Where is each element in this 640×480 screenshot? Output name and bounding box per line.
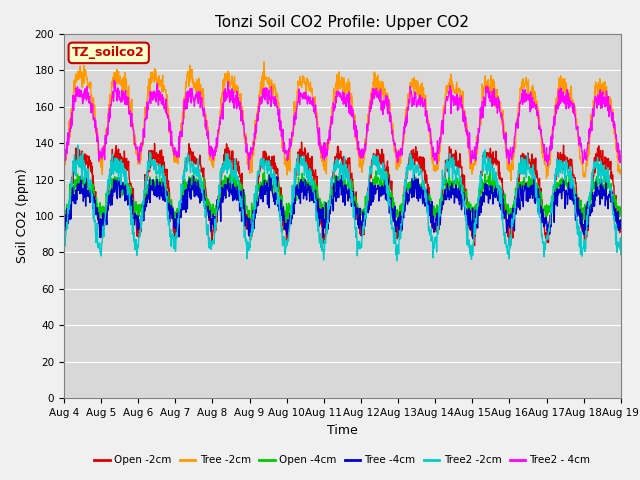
Tree2 -2cm xyxy=(171,243,179,249)
Legend: Open -2cm, Tree -2cm, Open -4cm, Tree -4cm, Tree2 -2cm, Tree2 - 4cm: Open -2cm, Tree -2cm, Open -4cm, Tree -4… xyxy=(90,451,595,469)
Tree -2cm xyxy=(260,59,268,65)
Open -4cm xyxy=(552,189,559,194)
Open -2cm xyxy=(246,234,254,240)
Open -2cm xyxy=(581,245,589,251)
Open -2cm xyxy=(170,236,178,242)
Tree2 - 4cm xyxy=(244,167,252,172)
Tree2 - 4cm xyxy=(617,158,625,164)
Open -4cm xyxy=(429,213,436,219)
Tree -4cm xyxy=(429,221,437,227)
Tree2 - 4cm xyxy=(184,99,192,105)
Tree -4cm xyxy=(552,201,559,207)
Open -4cm xyxy=(184,180,191,185)
Tree -4cm xyxy=(246,221,254,227)
Tree2 - 4cm xyxy=(502,150,510,156)
Tree2 - 4cm xyxy=(552,112,559,118)
Open -4cm xyxy=(246,218,254,224)
Tree2 - 4cm xyxy=(111,77,118,83)
Open -2cm xyxy=(551,173,559,179)
Tree -4cm xyxy=(170,221,178,227)
Tree2 - 4cm xyxy=(247,145,255,151)
Tree2 - 4cm xyxy=(429,152,437,157)
Open -2cm xyxy=(429,224,437,229)
Tree2 -2cm xyxy=(617,252,625,257)
Open -4cm xyxy=(170,217,178,223)
Line: Tree -4cm: Tree -4cm xyxy=(64,171,621,239)
Text: TZ_soilco2: TZ_soilco2 xyxy=(72,47,145,60)
Title: Tonzi Soil CO2 Profile: Upper CO2: Tonzi Soil CO2 Profile: Upper CO2 xyxy=(216,15,469,30)
Tree -4cm xyxy=(410,168,418,174)
Tree -4cm xyxy=(502,220,510,226)
Open -4cm xyxy=(506,223,514,229)
Y-axis label: Soil CO2 (ppm): Soil CO2 (ppm) xyxy=(16,168,29,264)
Line: Tree2 -2cm: Tree2 -2cm xyxy=(64,145,621,261)
Tree -2cm xyxy=(617,170,625,176)
Tree -2cm xyxy=(170,149,178,155)
Open -2cm xyxy=(298,139,305,145)
Tree2 -2cm xyxy=(74,143,82,148)
Tree2 -2cm xyxy=(502,244,510,250)
Tree -2cm xyxy=(507,178,515,183)
X-axis label: Time: Time xyxy=(327,424,358,437)
Tree -2cm xyxy=(429,157,437,163)
Line: Tree -2cm: Tree -2cm xyxy=(64,62,621,180)
Tree -4cm xyxy=(60,220,68,226)
Open -4cm xyxy=(60,220,68,226)
Tree -2cm xyxy=(60,152,68,157)
Tree -2cm xyxy=(502,148,509,154)
Open -2cm xyxy=(184,154,191,160)
Open -4cm xyxy=(486,166,494,172)
Tree2 - 4cm xyxy=(60,150,68,156)
Open -2cm xyxy=(60,225,68,230)
Open -4cm xyxy=(617,212,625,217)
Tree -2cm xyxy=(184,69,191,74)
Tree -4cm xyxy=(469,236,477,242)
Tree -4cm xyxy=(617,217,625,223)
Tree -4cm xyxy=(184,182,191,188)
Tree2 -2cm xyxy=(552,180,559,185)
Line: Open -2cm: Open -2cm xyxy=(64,142,621,248)
Tree2 -2cm xyxy=(60,240,68,246)
Open -4cm xyxy=(502,212,509,218)
Tree2 -2cm xyxy=(429,242,437,248)
Line: Tree2 - 4cm: Tree2 - 4cm xyxy=(64,80,621,169)
Tree -2cm xyxy=(246,156,254,162)
Tree2 -2cm xyxy=(184,157,192,163)
Open -2cm xyxy=(617,227,625,233)
Line: Open -4cm: Open -4cm xyxy=(64,169,621,226)
Tree -2cm xyxy=(552,112,559,118)
Tree2 -2cm xyxy=(246,230,254,236)
Open -2cm xyxy=(502,215,509,221)
Tree2 - 4cm xyxy=(171,145,179,151)
Tree2 -2cm xyxy=(393,258,401,264)
